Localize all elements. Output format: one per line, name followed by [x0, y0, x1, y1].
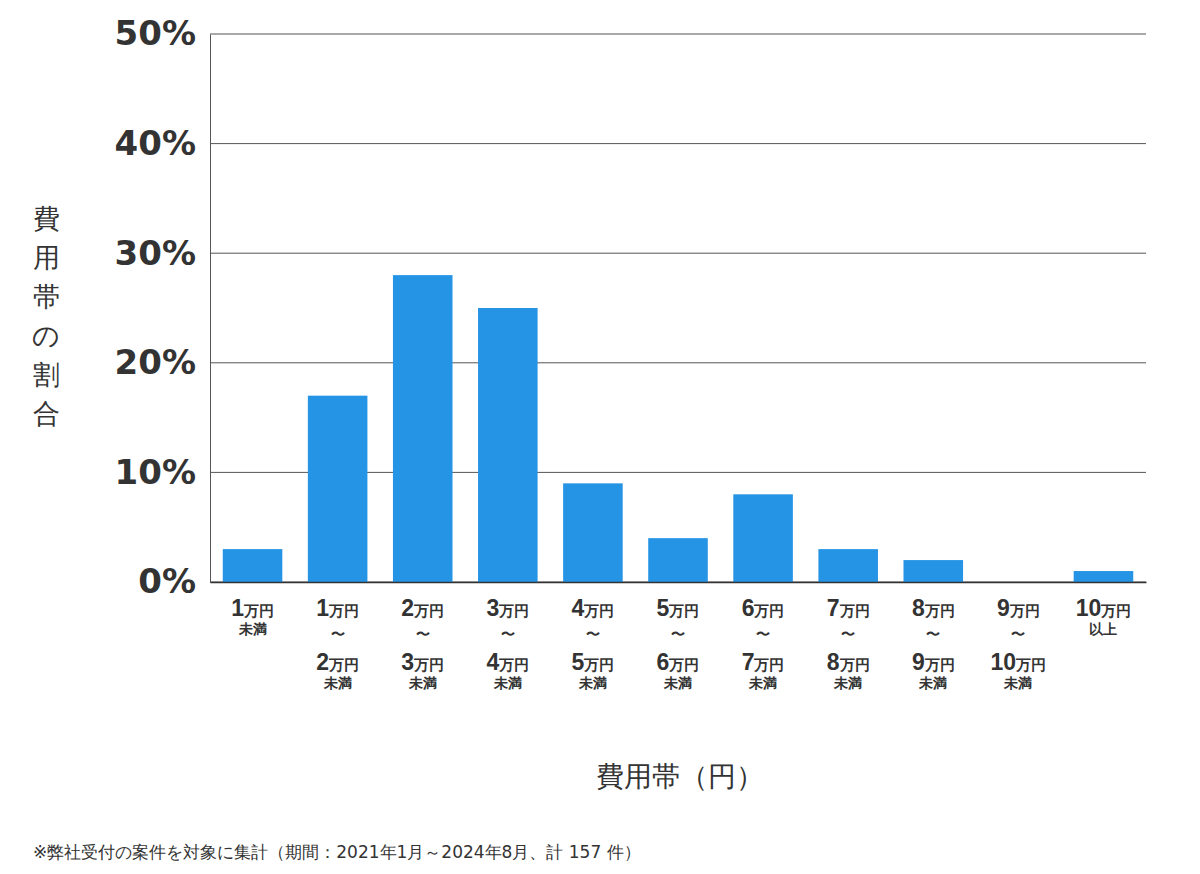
y-tick-label: 10% — [115, 452, 196, 492]
x-tick-label: 8万円〜9万円未満 — [912, 595, 955, 691]
x-tick: 10万円以上 — [1076, 582, 1132, 637]
x-tick-label: 1万円〜2万円未満 — [316, 595, 359, 691]
y-tick: 0% — [138, 561, 210, 601]
x-tick: 8万円〜9万円未満 — [912, 582, 955, 691]
x-tick: 9万円〜10万円未満 — [991, 582, 1047, 691]
x-tick: 3万円〜4万円未満 — [486, 582, 529, 691]
x-tick: 6万円〜7万円未満 — [742, 582, 785, 691]
x-tick: 1万円〜2万円未満 — [316, 582, 359, 691]
grid-line — [210, 362, 1146, 363]
y-tick: 40% — [115, 123, 210, 163]
x-tick-label: 6万円〜7万円未満 — [742, 595, 785, 691]
x-tick: 4万円〜5万円未満 — [572, 582, 615, 691]
x-tick-label: 1万円未満 — [231, 595, 274, 637]
bar — [1074, 571, 1134, 582]
x-tick: 5万円〜6万円未満 — [657, 582, 700, 691]
bar — [903, 560, 963, 582]
bar — [648, 538, 708, 582]
bar — [393, 275, 453, 582]
grid-line — [210, 34, 1146, 35]
x-tick-label: 10万円以上 — [1076, 595, 1132, 637]
chart: 0% 10% 20% 30% 40% 50% 1万円未満 1万円〜2万円未満 2万円〜3万円未満… — [0, 0, 1200, 874]
grid-line — [210, 143, 1146, 144]
x-axis-line — [211, 582, 1147, 584]
y-axis-line — [210, 35, 211, 583]
y-tick-label: 30% — [115, 233, 196, 273]
y-tick-label: 40% — [115, 123, 196, 163]
x-tick: 2万円〜3万円未満 — [401, 582, 444, 691]
bar — [733, 494, 793, 582]
x-tick-label: 4万円〜5万円未満 — [572, 595, 615, 691]
y-tick-label: 20% — [115, 342, 196, 382]
x-tick: 1万円未満 — [231, 582, 274, 637]
bar — [308, 396, 368, 582]
y-tick: 20% — [115, 342, 210, 382]
x-axis: 1万円未満 1万円〜2万円未満 2万円〜3万円未満 3万円〜4万円未満 4万円〜5万円未… — [211, 582, 1147, 691]
x-tick-label: 2万円〜3万円未満 — [401, 595, 444, 691]
bar — [223, 549, 283, 582]
y-tick-label: 0% — [138, 561, 196, 601]
x-tick-label: 7万円〜8万円未満 — [827, 595, 870, 691]
y-tick: 50% — [115, 13, 210, 53]
x-tick-label: 3万円〜4万円未満 — [486, 595, 529, 691]
x-tick: 7万円〜8万円未満 — [827, 582, 870, 691]
y-axis: 0% 10% 20% 30% 40% 50% — [115, 13, 211, 601]
x-tick-label: 9万円〜10万円未満 — [991, 595, 1047, 691]
y-axis-title: 費用帯の割合 — [32, 203, 60, 429]
bars — [223, 275, 1133, 582]
y-tick: 10% — [115, 452, 210, 492]
grid-line — [210, 253, 1146, 254]
footnote: ※弊社受付の案件を対象に集計（期間：2021年1月～2024年8月、計 157 … — [33, 842, 641, 862]
x-axis-title: 費用帯（円） — [596, 760, 764, 793]
bar — [818, 549, 878, 582]
y-tick-label: 50% — [115, 13, 196, 53]
bar — [478, 308, 538, 582]
bar — [563, 483, 623, 582]
grid — [210, 34, 1146, 582]
x-tick-label: 5万円〜6万円未満 — [657, 595, 700, 691]
y-tick: 30% — [115, 233, 210, 273]
